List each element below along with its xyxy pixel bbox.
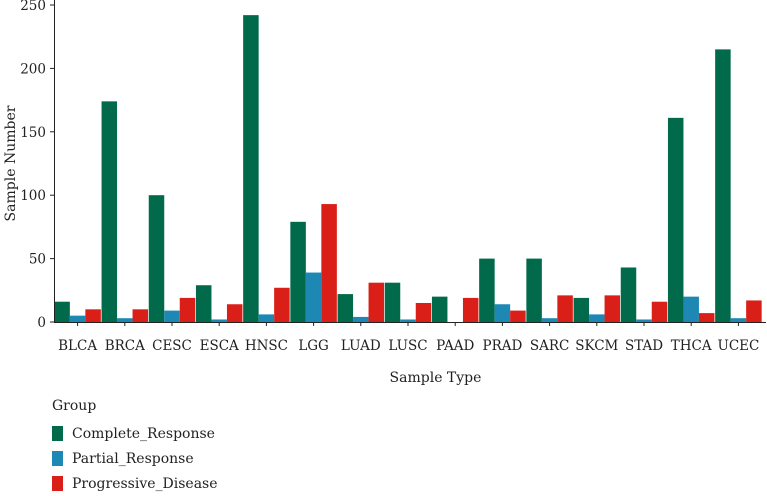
legend-swatch: [52, 451, 63, 466]
x-tick-label: LUSC: [388, 338, 427, 354]
bar-sarc-complete-response: [526, 258, 542, 322]
bar-lusc-progressive-disease: [415, 302, 432, 322]
bar-blca-partial-response: [69, 315, 86, 322]
bar-luad-complete-response: [337, 294, 354, 322]
legend-item-complete-response: Complete_Response: [52, 421, 218, 446]
legend-item-partial-response: Partial_Response: [52, 446, 218, 471]
bar-thca-partial-response: [683, 296, 699, 322]
bar-luad-partial-response: [353, 316, 369, 322]
bar-hnsc-complete-response: [243, 15, 259, 322]
x-tick-label: SKCM: [575, 338, 618, 354]
x-axis: BLCA BRCA CESC ESCA HNSC LGG LUAD LUSC PAAD PRAD S…: [58, 322, 759, 354]
y-tick-label: 100: [20, 188, 46, 204]
bar-stad-complete-response: [620, 267, 637, 322]
y-tick-label: 200: [20, 61, 46, 77]
bar-lgg-progressive-disease: [321, 204, 337, 322]
x-tick-label: THCA: [671, 338, 712, 354]
legend-swatch: [52, 476, 63, 491]
bar-thca-progressive-disease: [698, 313, 715, 322]
x-tick-label: BLCA: [58, 338, 97, 354]
x-tick-label: LUAD: [341, 338, 381, 354]
x-tick-label: BRCA: [105, 338, 145, 354]
bar-cesc-complete-response: [148, 195, 165, 322]
bar-prad-partial-response: [494, 304, 511, 322]
bar-skcm-progressive-disease: [604, 295, 621, 322]
bar-lusc-partial-response: [400, 319, 416, 322]
bar-paad-progressive-disease: [462, 297, 479, 322]
bar-brca-partial-response: [117, 318, 133, 322]
legend-items: Complete_Response Partial_Response Progres…: [52, 421, 218, 496]
legend-swatch: [52, 426, 63, 441]
bar-brca-progressive-disease: [132, 309, 149, 322]
legend-label: Partial_Response: [72, 450, 194, 467]
bar-blca-progressive-disease: [85, 309, 101, 322]
bar-lgg-complete-response: [290, 221, 306, 322]
bar-skcm-complete-response: [573, 297, 590, 322]
x-tick-label: LGG: [298, 338, 329, 354]
bar-ucec-partial-response: [730, 318, 747, 322]
bar-brca-complete-response: [101, 101, 118, 322]
bar-lusc-complete-response: [384, 282, 401, 322]
bar-stad-progressive-disease: [651, 301, 668, 322]
x-tick-label: STAD: [625, 338, 663, 354]
bar-sarc-progressive-disease: [557, 295, 573, 322]
y-axis: 0 50 100 150 200 250: [20, 0, 54, 331]
bars: [54, 15, 762, 323]
x-tick-label: SARC: [530, 338, 570, 354]
y-tick-label: 0: [37, 315, 46, 331]
y-axis-title: Sample Number: [3, 105, 19, 221]
legend-item-progressive-disease: Progressive_Disease: [52, 471, 218, 496]
bar-paad-complete-response: [431, 296, 448, 322]
bar-prad-progressive-disease: [510, 310, 526, 322]
legend-title: Group: [52, 398, 97, 414]
bar-esca-progressive-disease: [226, 304, 243, 322]
bar-esca-complete-response: [195, 285, 212, 322]
bar-sarc-partial-response: [541, 318, 558, 322]
bar-prad-complete-response: [479, 258, 495, 322]
bar-stad-partial-response: [636, 319, 652, 322]
y-tick-label: 250: [20, 0, 46, 14]
bar-hnsc-partial-response: [258, 314, 275, 322]
x-tick-label: HNSC: [245, 338, 288, 354]
bar-ucec-progressive-disease: [746, 300, 762, 322]
x-tick-label: UCEC: [717, 338, 759, 354]
bar-ucec-complete-response: [715, 49, 731, 322]
legend: Group Complete_Response Partial_Response P…: [52, 398, 218, 496]
x-axis-title: Sample Type: [390, 370, 482, 386]
bar-luad-progressive-disease: [368, 282, 385, 322]
y-tick-label: 150: [20, 125, 46, 141]
x-tick-label: CESC: [152, 338, 192, 354]
bar-esca-partial-response: [211, 319, 227, 322]
x-tick-label: ESCA: [200, 338, 239, 354]
bar-lgg-partial-response: [305, 272, 322, 322]
bar-hnsc-progressive-disease: [274, 287, 290, 322]
x-tick-label: PAAD: [436, 338, 474, 354]
bar-skcm-partial-response: [589, 314, 605, 322]
legend-label: Complete_Response: [72, 425, 215, 442]
bar-cesc-progressive-disease: [179, 297, 196, 322]
legend-label: Progressive_Disease: [72, 475, 218, 492]
x-tick-label: PRAD: [482, 338, 522, 354]
y-tick-label: 50: [29, 252, 46, 268]
bar-thca-complete-response: [667, 117, 684, 323]
bar-cesc-partial-response: [164, 310, 180, 322]
bar-blca-complete-response: [54, 301, 70, 322]
